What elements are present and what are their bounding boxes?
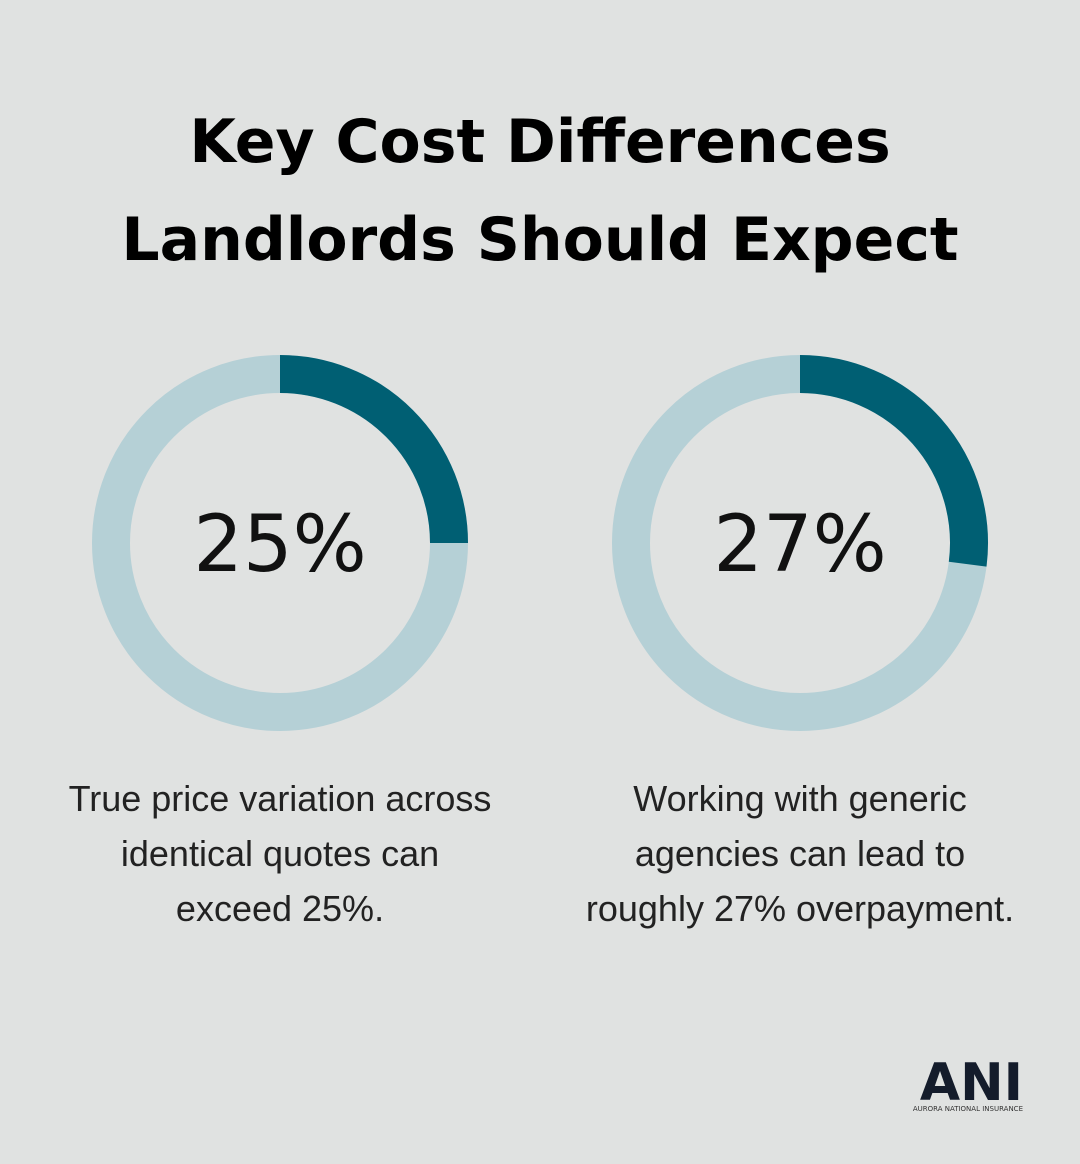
donut-label: 27% [713, 500, 886, 590]
title-line: Key Cost Differences [189, 107, 890, 177]
caption-line: Working with generic [633, 778, 966, 819]
donut-arc [279, 355, 468, 544]
caption-line: agencies can lead to [635, 833, 965, 874]
logo-mark: ANI [920, 1053, 1023, 1113]
donut-label: 25% [193, 500, 366, 590]
donut-arc [799, 355, 988, 567]
caption-line: exceed 25%. [176, 888, 384, 929]
caption-line: identical quotes can [121, 833, 439, 874]
caption-line: True price variation across [69, 778, 492, 819]
caption-line: roughly 27% overpayment. [586, 888, 1014, 929]
title-line: Landlords Should Expect [121, 205, 958, 275]
logo-name: AURORA NATIONAL INSURANCE [913, 1105, 1023, 1113]
